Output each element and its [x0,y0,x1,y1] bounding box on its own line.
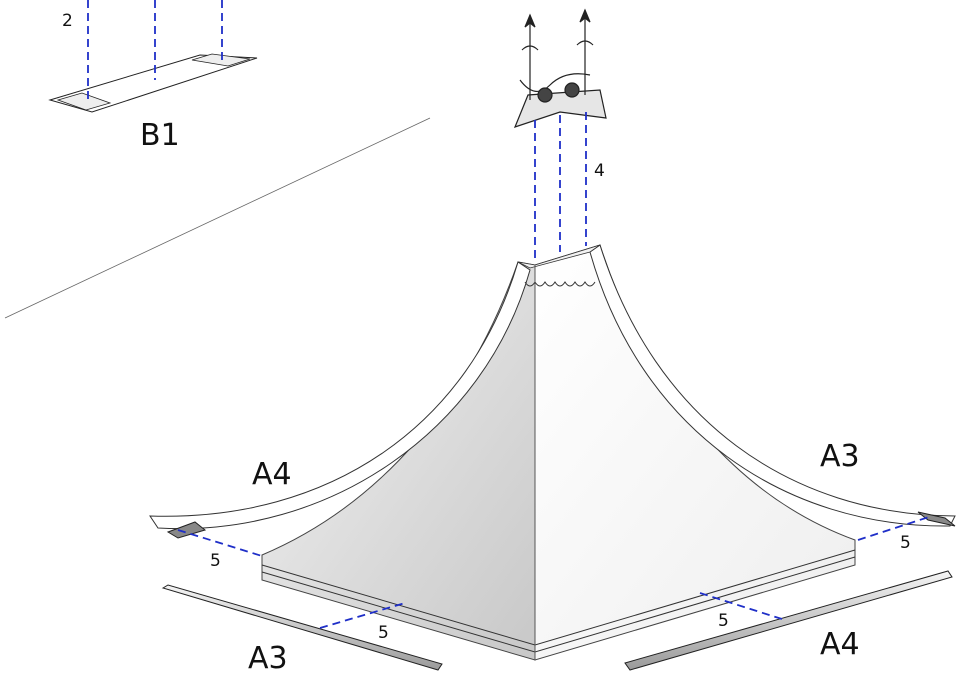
roof [149,244,956,661]
part-label: A3 [820,439,860,474]
b1-plate [48,53,258,113]
rail-a4 [624,570,953,671]
dashed-guide [319,602,406,629]
part-label: A4 [820,627,860,662]
part-label: 5 [210,551,221,571]
finial [513,8,607,128]
part-label: A4 [252,457,292,492]
rail-a3 [161,584,443,671]
part-label: 4 [594,161,605,181]
part-label: 5 [900,533,911,553]
part-label: 5 [718,611,729,631]
part-label: 2 [62,11,73,31]
part-label: A3 [248,641,288,674]
part-label: 5 [378,623,389,643]
part-label: B1 [140,118,180,153]
dashed-guide [699,592,786,621]
guide-line [4,117,431,319]
dashed-guide [177,529,263,557]
